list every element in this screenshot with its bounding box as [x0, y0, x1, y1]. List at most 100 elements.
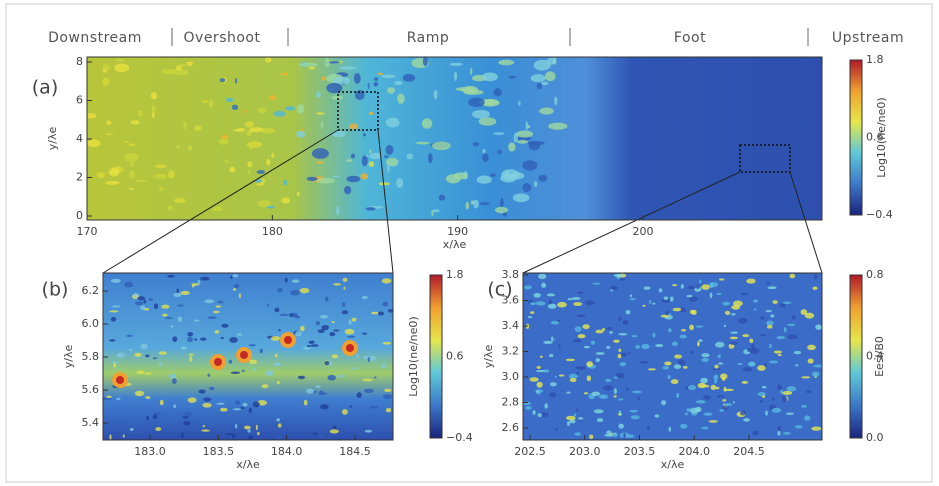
- texture-blob: [678, 359, 686, 366]
- texture-blob: [249, 146, 253, 150]
- texture-blob: [787, 334, 798, 340]
- texture-blob: [356, 392, 362, 399]
- texture-blob: [500, 197, 504, 208]
- texture-blob: [194, 125, 202, 132]
- texture-blob: [752, 299, 759, 303]
- texture-blob: [134, 352, 142, 357]
- texture-blob: [513, 132, 519, 143]
- texture-blob: [385, 144, 394, 155]
- texture-blob: [701, 357, 710, 363]
- texture-blob: [187, 337, 193, 343]
- y-tick-label: 3.8: [502, 268, 520, 281]
- texture-blob: [676, 392, 680, 399]
- texture-blob: [124, 281, 134, 288]
- texture-blob: [202, 402, 212, 408]
- texture-blob: [573, 302, 583, 307]
- x-tick-label: 184.0: [271, 445, 303, 458]
- texture-blob: [772, 397, 775, 401]
- texture-blob: [96, 172, 106, 178]
- texture-blob: [257, 200, 272, 208]
- texture-blob: [173, 404, 177, 408]
- texture-blob: [194, 319, 200, 322]
- texture-blob: [273, 362, 282, 367]
- texture-blob: [498, 59, 515, 66]
- texture-blob: [384, 388, 392, 393]
- texture-blob: [522, 160, 538, 171]
- y-tick-label: 3.4: [502, 319, 520, 332]
- texture-blob: [229, 336, 238, 343]
- texture-blob: [479, 202, 490, 206]
- texture-blob: [111, 305, 121, 308]
- texture-blob: [512, 193, 530, 203]
- texture-blob: [150, 91, 158, 100]
- texture-blob: [712, 368, 721, 371]
- texture-blob: [571, 297, 581, 300]
- y-tick-label: 3.0: [502, 370, 520, 383]
- texture-blob: [273, 110, 286, 117]
- texture-blob: [713, 374, 719, 380]
- texture-blob: [382, 341, 391, 345]
- texture-blob: [216, 402, 225, 405]
- texture-blob: [573, 413, 577, 417]
- texture-blob: [180, 290, 190, 295]
- texture-blob: [200, 276, 210, 281]
- texture-blob: [367, 356, 370, 362]
- texture-blob: [124, 153, 139, 162]
- texture-blob: [684, 412, 688, 416]
- texture-blob: [109, 167, 120, 177]
- texture-blob: [249, 127, 264, 133]
- texture-blob: [777, 425, 782, 431]
- texture-blob: [576, 408, 579, 412]
- texture-blob: [601, 328, 606, 331]
- texture-blob: [343, 185, 352, 195]
- texture-blob: [697, 341, 700, 347]
- texture-blob: [109, 310, 119, 313]
- texture-blob: [415, 141, 430, 145]
- texture-blob: [137, 296, 146, 301]
- texture-blob: [662, 366, 670, 370]
- y-tick-label: 2.8: [502, 396, 520, 409]
- texture-blob: [812, 286, 818, 291]
- texture-blob: [381, 362, 386, 369]
- texture-blob: [687, 384, 697, 391]
- texture-blob: [345, 159, 353, 163]
- texture-blob: [795, 364, 799, 367]
- texture-blob: [230, 371, 241, 374]
- texture-blob: [200, 337, 207, 341]
- texture-blob: [470, 67, 473, 76]
- texture-blob: [261, 384, 269, 389]
- texture-blob: [274, 353, 278, 358]
- texture-blob: [274, 307, 280, 313]
- texture-blob: [663, 296, 669, 300]
- texture-blob: [183, 121, 187, 130]
- texture-blob: [298, 62, 318, 67]
- texture-blob: [105, 133, 114, 136]
- texture-blob: [232, 433, 236, 439]
- texture-blob: [748, 361, 756, 367]
- texture-blob: [695, 325, 704, 328]
- texture-blob: [701, 284, 710, 290]
- texture: [86, 56, 824, 441]
- texture-blob: [552, 338, 556, 341]
- texture-blob: [742, 334, 750, 338]
- zoom-line: [377, 129, 394, 274]
- texture-blob: [723, 388, 734, 392]
- texture-blob: [554, 375, 557, 378]
- texture-blob: [247, 169, 251, 175]
- texture-blob: [232, 274, 239, 278]
- texture-blob: [241, 369, 245, 373]
- texture-blob: [129, 427, 134, 431]
- texture-blob: [374, 376, 377, 379]
- texture-blob: [326, 82, 343, 94]
- texture-blob: [453, 172, 468, 180]
- texture-blob: [373, 81, 379, 87]
- texture-blob: [800, 404, 808, 408]
- y-axis-label: y/λe: [482, 345, 495, 369]
- texture-blob: [523, 285, 532, 290]
- texture-blob: [315, 385, 321, 388]
- texture-blob: [628, 351, 631, 355]
- texture-blob: [290, 290, 300, 296]
- texture-blob: [161, 68, 178, 75]
- texture-blob: [472, 109, 490, 119]
- texture-blob: [130, 161, 135, 168]
